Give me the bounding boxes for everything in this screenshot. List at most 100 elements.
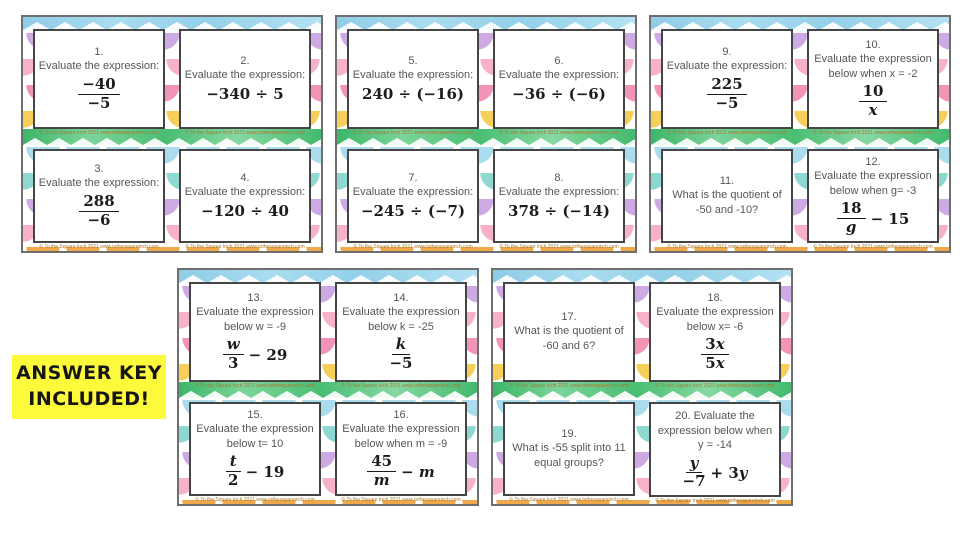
math-expression: w 3− 29: [222, 336, 287, 372]
task-card-sheet-2: 5. Evaluate the expression: 240 ÷ (−16) © T…: [335, 15, 637, 253]
card-prompt-line: y = -14: [698, 439, 732, 452]
task-card-20: 20. Evaluate the expression below when y =…: [649, 402, 781, 498]
watercolor-green-strip: [337, 129, 635, 145]
task-card-5: 5. Evaluate the expression: 240 ÷ (−16): [347, 29, 479, 129]
task-card-19: 19. What is -55 split into 11 equal groups…: [503, 402, 635, 496]
card-prompt-line: below when x = -2: [828, 67, 918, 80]
task-card-16: 16. Evaluate the expression below when m =…: [335, 402, 467, 496]
card-number: 11.: [719, 174, 735, 187]
card-copyright: © To the Square Inch 2021 www.tothesquar…: [353, 130, 473, 136]
task-card-sheet-3: 9. Evaluate the expression: 225 −5 © To the …: [649, 15, 951, 253]
watercolor-blue-strip: [337, 17, 635, 31]
answer-key-badge-line1: ANSWER KEY: [16, 362, 162, 385]
card-prompt-line: equal groups?: [534, 456, 604, 469]
watercolor-green-strip: [493, 382, 791, 398]
task-card-sheet-1: 1. Evaluate the expression: −40 −5 © To the …: [21, 15, 323, 253]
card-copyright: © To the Square Inch 2021 www.tothesquar…: [509, 383, 629, 389]
math-expression: −36 ÷ (−6): [512, 85, 606, 104]
watercolor-blue-strip: [651, 17, 949, 31]
card-prompt-line: Evaluate the expression: [196, 306, 314, 319]
card-slot: 11. What is the quotient of -50 and -10? © …: [661, 149, 793, 251]
math-expression: 3x 5x: [701, 336, 729, 372]
card-prompt-line: Evaluate the expression: [656, 306, 774, 319]
card-copyright: © To the Square Inch 2021 www.tothesquar…: [499, 244, 619, 250]
card-number: 3.: [94, 163, 104, 176]
math-expression: 10 x: [858, 84, 888, 119]
task-card-8: 8. Evaluate the expression: 378 ÷ (−14): [493, 149, 625, 243]
math-expression: −40 −5: [78, 76, 120, 112]
card-number: 19.: [561, 427, 577, 440]
card-copyright: © To the Square Inch 2021 www.tothesquar…: [655, 498, 775, 505]
card-slot: 7. Evaluate the expression: −245 ÷ (−7) © T…: [347, 149, 479, 251]
card-copyright: © To the Square Inch 2021 www.tothesquar…: [499, 130, 619, 136]
card-slot: 15. Evaluate the expression below t= 10 t 2−…: [189, 402, 321, 504]
card-slot: 2. Evaluate the expression: −340 ÷ 5 © To t…: [179, 29, 311, 137]
task-card-12: 12. Evaluate the expression below when g= …: [807, 149, 939, 243]
card-prompt-line: Evaluate the expression:: [184, 68, 306, 81]
watercolor-green-strip: [651, 129, 949, 145]
task-card-sheet-5: 17. What is the quotient of -60 and 6? © To…: [491, 268, 793, 506]
task-card-7: 7. Evaluate the expression: −245 ÷ (−7): [347, 149, 479, 243]
card-copyright: © To the Square Inch 2021 www.tothesquar…: [185, 130, 305, 136]
card-row: 7. Evaluate the expression: −245 ÷ (−7) © T…: [347, 149, 625, 251]
card-prompt-line: Evaluate the expression:: [38, 60, 160, 73]
card-prompt-line: below when g= -3: [829, 184, 917, 197]
card-number: 16.: [393, 409, 409, 422]
math-expression: 288 −6: [79, 193, 119, 229]
card-prompt-line: Evaluate the expression:: [184, 185, 306, 198]
card-prompt-line: below when m = -9: [354, 437, 448, 450]
card-slot: 16. Evaluate the expression below when m =…: [335, 402, 467, 504]
card-copyright: © To the Square Inch 2021 www.tothesquar…: [195, 383, 315, 389]
watercolor-green-strip: [179, 382, 477, 398]
card-slot: 12. Evaluate the expression below when g= …: [807, 149, 939, 251]
card-prompt-line: Evaluate the expression:: [352, 68, 474, 81]
card-prompt-line: below w = -9: [223, 320, 287, 333]
card-number: 6.: [554, 54, 564, 67]
watercolor-green-strip: [23, 129, 321, 145]
card-prompt-line: Evaluate the expression:: [352, 185, 474, 198]
card-prompt-line: Evaluate the expression: [814, 170, 932, 183]
task-card-14: 14. Evaluate the expression below k = -25 k…: [335, 282, 467, 382]
card-number: 12.: [865, 156, 881, 169]
card-number: 15.: [247, 409, 263, 422]
card-prompt-line: 20. Evaluate the: [675, 410, 755, 422]
card-slot: 20. Evaluate the expression below when y =…: [649, 402, 781, 505]
card-slot: 9. Evaluate the expression: 225 −5 © To the …: [661, 29, 793, 137]
math-expression: y −7 + 3y: [682, 453, 748, 491]
task-card-11: 11. What is the quotient of -50 and -10?: [661, 149, 793, 243]
card-prompt-line: Evaluate the expression:: [498, 185, 620, 198]
card-row: 9. Evaluate the expression: 225 −5 © To the …: [661, 29, 939, 137]
math-expression: −340 ÷ 5: [206, 85, 284, 104]
card-prompt-line: What is the quotient of: [514, 324, 624, 337]
task-card-17: 17. What is the quotient of -60 and 6?: [503, 282, 635, 382]
card-prompt-line: Evaluate the expression: [342, 423, 460, 436]
card-prompt-line: Evaluate the expression:: [666, 60, 788, 73]
card-slot: 17. What is the quotient of -60 and 6? © To…: [503, 282, 635, 390]
card-slot: 8. Evaluate the expression: 378 ÷ (−14) © T…: [493, 149, 625, 251]
card-prompt-line: Evaluate the expression: [196, 423, 314, 436]
card-copyright: © To the Square Inch 2021 www.tothesquar…: [509, 497, 629, 503]
task-card-3: 3. Evaluate the expression: 288 −6: [33, 149, 165, 243]
card-slot: 18. Evaluate the expression below x= -6 3x 5…: [649, 282, 781, 390]
math-expression: t 2− 19: [225, 453, 284, 489]
card-prompt-line: Evaluate the expression: [814, 53, 932, 66]
card-number: 14.: [393, 292, 409, 305]
card-slot: 1. Evaluate the expression: −40 −5 © To the …: [33, 29, 165, 137]
card-row: 15. Evaluate the expression below t= 10 t 2−…: [189, 402, 467, 504]
card-number: 4.: [240, 171, 250, 184]
card-number: 13.: [247, 292, 263, 305]
math-expression: 45 m − m: [367, 454, 435, 489]
math-expression: k −5: [389, 335, 413, 373]
task-card-15: 15. Evaluate the expression below t= 10 t 2−…: [189, 402, 321, 496]
card-copyright: © To the Square Inch 2021 www.tothesquar…: [185, 244, 305, 250]
task-card-13: 13. Evaluate the expression below w = -9 w 3…: [189, 282, 321, 382]
task-card-2: 2. Evaluate the expression: −340 ÷ 5: [179, 29, 311, 129]
card-copyright: © To the Square Inch 2021 www.tothesquar…: [813, 130, 933, 136]
math-expression: 240 ÷ (−16): [362, 85, 464, 104]
card-slot: 10. Evaluate the expression below when x =…: [807, 29, 939, 137]
card-copyright: © To the Square Inch 2021 www.tothesquar…: [813, 244, 933, 250]
card-prompt-line: expression below when: [657, 424, 773, 437]
card-copyright: © To the Square Inch 2021 www.tothesquar…: [353, 244, 473, 250]
card-slot: 3. Evaluate the expression: 288 −6 © To the …: [33, 149, 165, 251]
